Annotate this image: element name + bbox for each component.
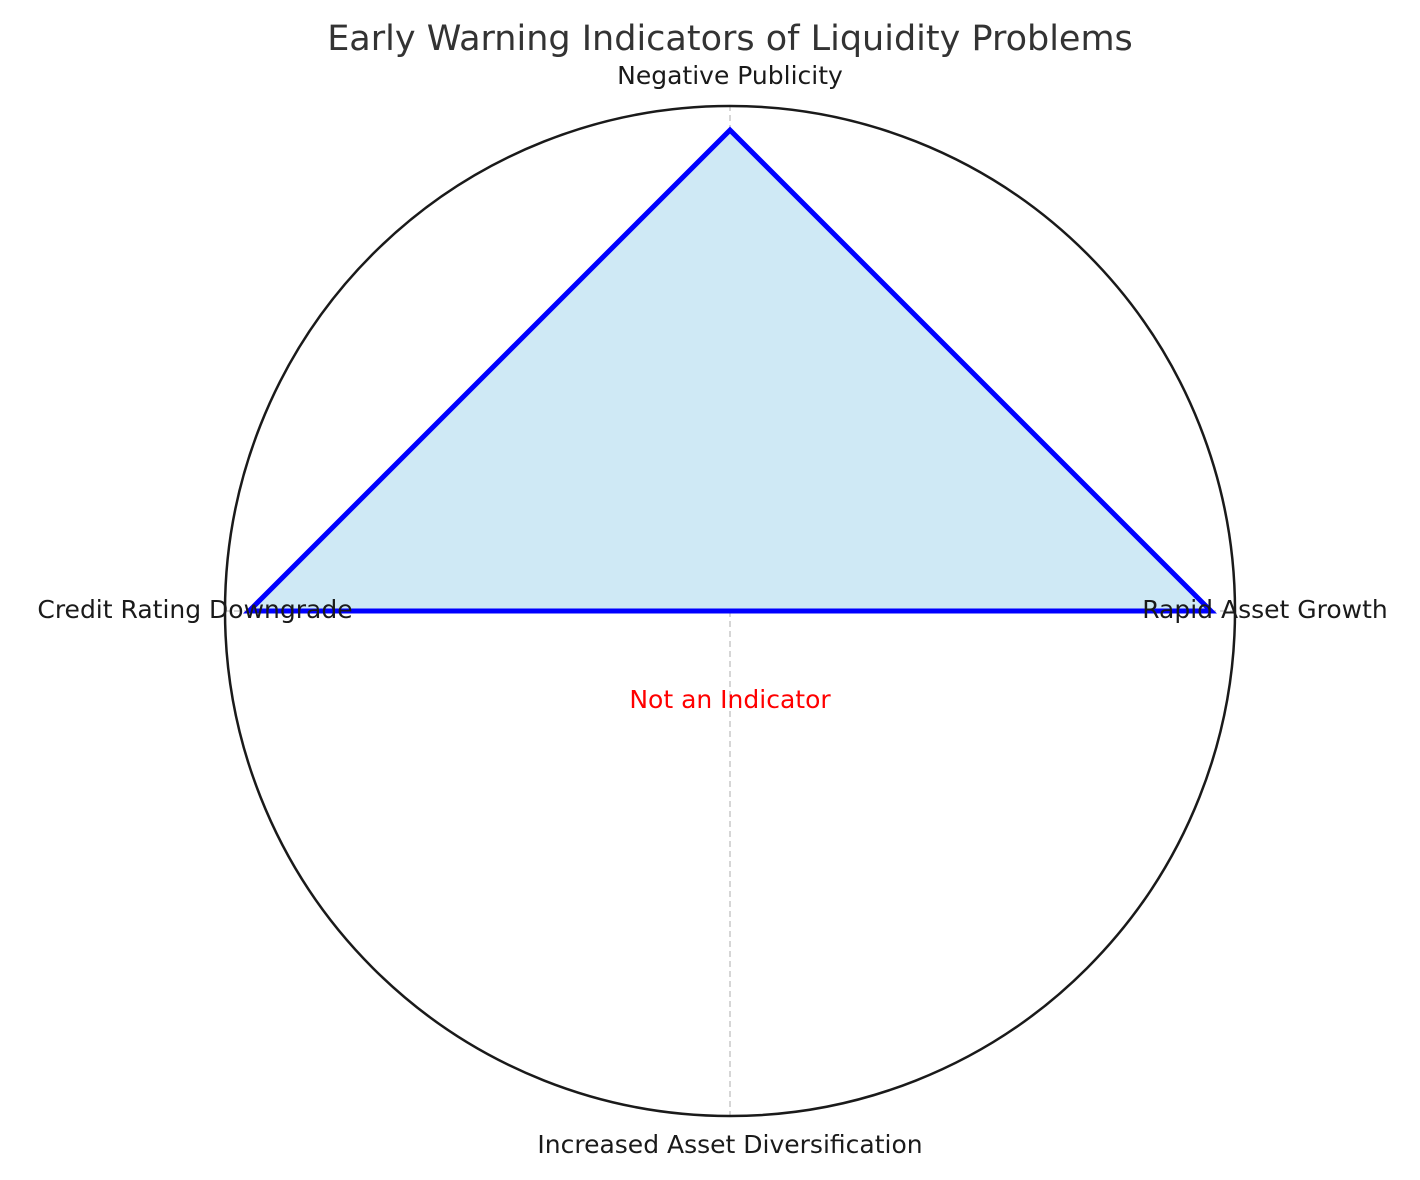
radar-outline-circle <box>223 104 1237 1118</box>
series-line-0 <box>243 126 1217 614</box>
axis-labels: Rapid Asset Growth Negative Publicity Cred… <box>37 61 1387 1159</box>
axis-label-negative-publicity: Negative Publicity <box>617 61 843 90</box>
chart-title: Early Warning Indicators of Liquidity Pr… <box>327 19 1133 59</box>
annotation-not-an-indicator: Not an Indicator <box>629 685 831 714</box>
axis-label-credit-rating-downgrade: Credit Rating Downgrade <box>37 595 352 624</box>
axis-label-increased-asset-diversification: Increased Asset Diversification <box>537 1130 922 1159</box>
axis-label-rapid-asset-growth: Rapid Asset Growth <box>1142 595 1388 624</box>
series-layer <box>243 126 1217 614</box>
series-fill-0 <box>249 130 1211 612</box>
